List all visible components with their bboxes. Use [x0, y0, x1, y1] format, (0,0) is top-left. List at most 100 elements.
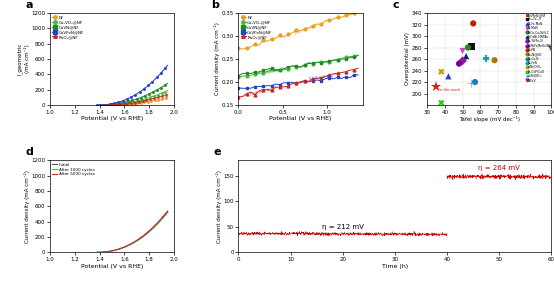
Y-axis label: Current density (mA cm⁻²): Current density (mA cm⁻²) [24, 170, 29, 243]
RuO₂@NF [289, 82, 295, 86]
After 5000 cycles [111, 248, 118, 252]
RuO₂@NF [355, 66, 362, 70]
Point [455, 61, 464, 66]
RuO₂@NF [351, 68, 357, 71]
NF [264, 39, 271, 43]
Line: CoVN@NF: CoVN@NF [237, 54, 360, 77]
NF [260, 39, 266, 42]
Point [547, 46, 554, 51]
After 1000 cycles [161, 214, 167, 218]
NF [314, 22, 320, 26]
CoVN@NF [276, 68, 283, 72]
Point [464, 45, 473, 50]
NF [347, 13, 353, 17]
CoVN@NF [334, 58, 341, 61]
CoVN@NF [342, 57, 349, 61]
RuO₂@NF [260, 88, 266, 91]
RuO₂@NF [256, 89, 263, 93]
Co₂VO₄@NF [330, 59, 337, 62]
Line: Co₂VO₄@NF: Co₂VO₄@NF [237, 54, 360, 79]
CoVN@NF [289, 64, 295, 68]
Co₂VO₄@NF [285, 67, 291, 70]
Co₂VO₄@NF [347, 55, 353, 58]
Co₂VO₄@NF [355, 53, 362, 57]
CoVN@NF [355, 54, 362, 57]
RuO₂@NF [334, 71, 341, 75]
After 5000 cycles [97, 251, 104, 254]
RuO₂@NF [310, 77, 316, 80]
NF [276, 33, 283, 37]
CoVN@NF [293, 64, 300, 68]
CoVN@NF [273, 69, 279, 72]
RuO₂@NF [280, 85, 287, 88]
Legend: CoVFeN@NF, Co₁₂(V₂₂)I, Ni-Fe-MoN, Ni-MoN, FeCo-Co₂N/N-C, FeCoNi-HNTAs, Fe₂Ni/Fe₂: CoVFeN@NF, Co₁₂(V₂₂)I, Ni-Fe-MoN, Ni-MoN… [526, 13, 552, 83]
RuO₂@NF [264, 88, 271, 91]
After 5000 cycles [165, 209, 171, 213]
Co₂VO₄@NF [273, 68, 279, 71]
After 5000 cycles [106, 250, 112, 253]
Text: η = 264 mV: η = 264 mV [478, 164, 520, 171]
NF [293, 28, 300, 32]
Point [470, 80, 479, 84]
CoVFeN@NF [317, 79, 324, 83]
RuO₂@NF [239, 95, 246, 98]
Point [461, 54, 470, 59]
NF [317, 23, 324, 26]
CoVFeN@NF [276, 83, 283, 86]
CoVN@NF [297, 66, 304, 69]
CoVFeN@NF [235, 86, 242, 90]
Y-axis label: Current density (mA cm⁻²): Current density (mA cm⁻²) [214, 23, 220, 95]
Point [437, 69, 446, 74]
Line: RuO₂@NF: RuO₂@NF [237, 67, 360, 98]
Co₂VO₄@NF [317, 60, 324, 64]
Point [467, 81, 476, 86]
NF [252, 42, 258, 46]
CoVFeN@NF [334, 76, 341, 79]
Co₂VO₄@NF [322, 60, 329, 64]
RuO₂@NF [330, 72, 337, 76]
Co₂VO₄@NF [351, 55, 357, 58]
Text: In this work: In this work [439, 88, 459, 92]
NF [305, 26, 312, 30]
Line: NF: NF [237, 10, 360, 50]
Line: After 1000 cycles: After 1000 cycles [96, 211, 168, 252]
CoVFeN@NF [264, 84, 271, 87]
CoVN@NF [256, 70, 263, 74]
Co₂VO₄@NF [297, 65, 304, 68]
X-axis label: Potential (V vs RHE): Potential (V vs RHE) [81, 264, 143, 269]
Point [437, 100, 446, 105]
CoVFeN@NF [280, 81, 287, 84]
CoVN@NF [338, 57, 345, 61]
Text: 34.8 mV dec⁻¹: 34.8 mV dec⁻¹ [309, 74, 337, 81]
NF [285, 32, 291, 36]
Point [469, 21, 478, 26]
CoVFeN@NF [239, 87, 246, 90]
CoVN@NF [243, 72, 250, 75]
Initial [112, 248, 119, 252]
CoVN@NF [322, 60, 329, 64]
CoVFeN@NF [310, 79, 316, 82]
Co₂VO₄@NF [243, 74, 250, 77]
CoVN@NF [305, 62, 312, 65]
RuO₂@NF [347, 68, 353, 72]
Line: After 5000 cycles: After 5000 cycles [96, 211, 168, 252]
Co₂VO₄@NF [305, 61, 312, 64]
Co₂VO₄@NF [264, 70, 271, 73]
Legend: Initial, After 1000 cycles, After 5000 cycles: Initial, After 1000 cycles, After 5000 c… [52, 162, 95, 177]
Co₂VO₄@NF [293, 65, 300, 68]
RuO₂@NF [235, 95, 242, 99]
RuO₂@NF [338, 71, 345, 74]
CoVFeN@NF [305, 80, 312, 84]
CoVFeN@NF [314, 78, 320, 82]
NF [239, 47, 246, 51]
Co₂VO₄@NF [338, 57, 345, 60]
NF [243, 46, 250, 49]
After 1000 cycles [96, 251, 102, 254]
CoVN@NF [301, 64, 308, 67]
After 1000 cycles [98, 251, 104, 254]
NF [342, 14, 349, 17]
RuO₂@NF [342, 70, 349, 73]
NF [334, 15, 341, 19]
Y-axis label: I_geometric
(mA cm⁻²): I_geometric (mA cm⁻²) [17, 43, 29, 75]
Co₂VO₄@NF [289, 64, 295, 68]
